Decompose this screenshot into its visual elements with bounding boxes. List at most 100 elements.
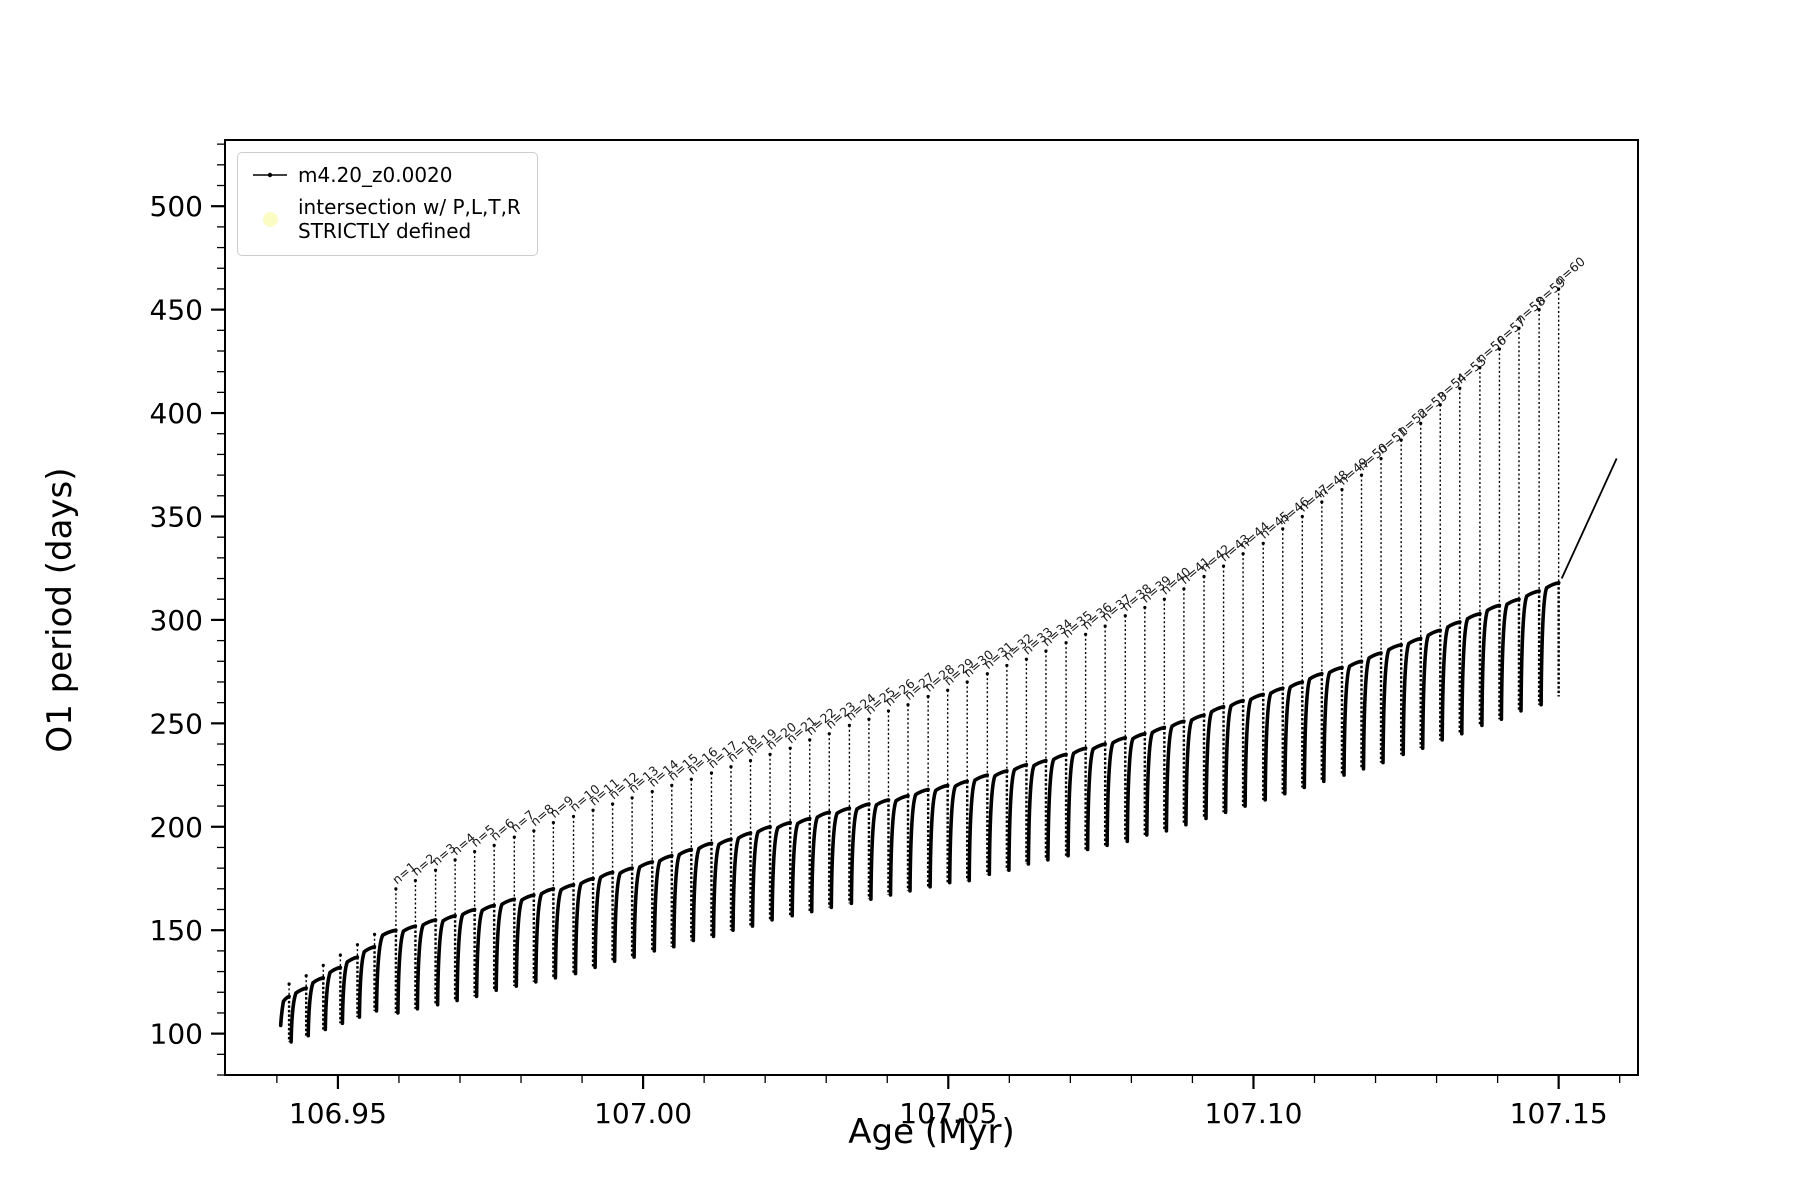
pulse-hump (987, 769, 1009, 877)
pulse-hump (672, 847, 694, 949)
pulse-peak-dot (512, 835, 516, 839)
pulse-peak-dot (1123, 614, 1127, 618)
pulse-peak-dot (532, 829, 536, 833)
pulse-peak-dot (867, 717, 871, 721)
pulse-hump (1085, 742, 1107, 852)
pulse-peak-dot (985, 672, 989, 676)
pulse-peak-dot (1182, 587, 1186, 591)
pulse-hump (632, 860, 655, 959)
pulse-hump (1342, 659, 1364, 777)
pulse-peak-dot (355, 943, 360, 947)
pulse-hump (1105, 736, 1128, 848)
pulse-peak-dot (1084, 632, 1088, 636)
pulse-hump (1263, 686, 1285, 802)
pulse-hump (340, 955, 360, 1026)
pulse-peak-dot (1202, 574, 1206, 579)
pulse-peak-dot (1162, 597, 1166, 601)
x-tick-label: 107.10 (1204, 1097, 1302, 1130)
pulse-hump (1204, 705, 1226, 821)
pulse-peak-dot (906, 703, 910, 707)
pulse-peak-dot (827, 732, 831, 736)
pulse-labels: n=1n=2n=3n=4n=5n=6n=7n=8n=9n=10n=11n=12n… (389, 254, 1588, 887)
pulse-peak-dot (413, 878, 418, 883)
pulse-peak-dot (571, 814, 576, 819)
pulse-hump (573, 876, 595, 976)
pulse-hump (612, 866, 634, 963)
pulse-peak-dot (630, 796, 634, 800)
pulse-peak-dot (946, 688, 950, 692)
pulse-hump (1164, 719, 1186, 833)
pulse-hump (928, 783, 950, 889)
pulse-hump (278, 994, 291, 1028)
pulse-peak-dot (1221, 564, 1226, 568)
pulse-hump (809, 810, 832, 914)
y-tick-label: 100 (150, 1018, 203, 1051)
pulse-hump (1322, 665, 1344, 784)
pulse-peak-dot (926, 694, 930, 699)
pulse-hump (790, 816, 812, 918)
pulse-peak-dot (748, 758, 753, 763)
y-tick-label: 150 (150, 914, 203, 947)
pulse-peak-dot (768, 752, 772, 756)
pulse-peak-dot (965, 680, 969, 684)
pulse-hump (1184, 713, 1206, 827)
pulse-hump (1026, 758, 1048, 866)
pulse-peak-dot (1024, 657, 1029, 661)
pulse-peak-dot (670, 783, 674, 787)
pulse-peak-dot (1143, 605, 1147, 610)
pulse-hump (652, 853, 674, 953)
pulse-peak-dot (591, 808, 595, 812)
y-tick-label: 400 (150, 397, 203, 430)
pulse-hump (947, 779, 969, 885)
pulse-hump (593, 870, 615, 970)
pulse-hump (455, 907, 477, 1003)
pulse-peak-dot (394, 887, 398, 891)
legend-entry-intersection: intersection w/ P,L,T,R STRICTLY defined (250, 195, 521, 243)
pulse-peak-dot (1340, 487, 1344, 492)
pulse-hump (415, 918, 438, 1011)
pulse-hump (1480, 603, 1502, 728)
pulse-hump (967, 773, 990, 883)
pulse-peak-dot (1359, 473, 1364, 477)
y-tick-label: 350 (150, 500, 203, 533)
pulse-peak-dot (473, 849, 477, 854)
x-tick-label: 106.95 (289, 1097, 387, 1130)
pulse-hump (534, 887, 556, 984)
pulse-peak-dot (1103, 624, 1107, 628)
pulse-peak-dot (886, 709, 891, 713)
y-tick-label: 500 (150, 190, 203, 223)
pulse-hump (691, 841, 714, 943)
pulse-hump (829, 806, 852, 910)
pulse-hump (357, 944, 377, 1019)
pulse-hump (711, 837, 733, 939)
pulse-peak-dot (1537, 308, 1541, 312)
pulse-peak-dot (1399, 438, 1403, 442)
x-axis-label: Age (Myr) (848, 1112, 1015, 1152)
pulse-peak-dot (1300, 514, 1304, 519)
pulse-hump (1125, 731, 1147, 844)
line-dot-marker-icon (250, 166, 290, 184)
pulse-peak-dot (1379, 456, 1383, 461)
pulse-peak-dot (1281, 527, 1285, 531)
pulse-hump (494, 897, 517, 992)
pulse-peak-dot (1261, 541, 1265, 545)
pulse-hump (869, 798, 891, 901)
pulse-hump (750, 825, 772, 928)
pulse-hump (1539, 580, 1561, 707)
legend-intersection-line1: intersection w/ P,L,T,R (298, 195, 521, 219)
y-axis-label: O1 period (days) (40, 467, 80, 753)
pulse-hump (1519, 589, 1541, 713)
pulse-hump (908, 787, 930, 893)
pulse-hump (289, 986, 308, 1044)
pulse-hump (1499, 597, 1521, 721)
pulse-hump (1145, 725, 1167, 837)
x-axis: 106.95 107.00 107.05 107.10 107.15 (276, 1075, 1621, 1130)
pulse-peak-dot (847, 723, 852, 728)
legend-series-label: m4.20_z0.0020 (298, 163, 453, 187)
y-tick-label: 250 (150, 707, 203, 740)
legend-intersection-line2: STRICTLY defined (298, 219, 472, 243)
pulse-hump (1243, 692, 1265, 808)
pulse-hump (1046, 752, 1068, 862)
pulse-hump (374, 928, 398, 1013)
pulse-hump (1401, 636, 1423, 757)
